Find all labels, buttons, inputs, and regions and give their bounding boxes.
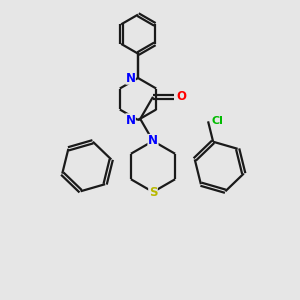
Text: Cl: Cl [211,116,223,126]
Text: O: O [176,90,186,103]
Text: N: N [126,113,136,127]
Text: S: S [149,185,157,199]
Text: N: N [148,134,158,148]
Text: N: N [126,71,136,85]
